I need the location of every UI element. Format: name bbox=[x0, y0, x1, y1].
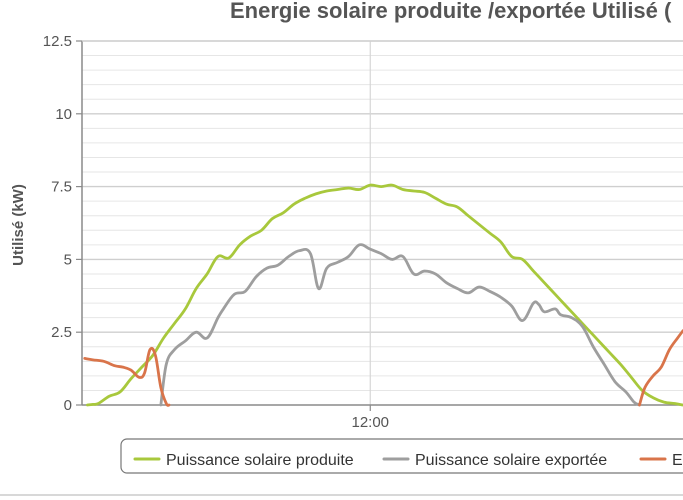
y-tick-label: 10 bbox=[55, 106, 72, 123]
tick-labels: 0 2.5 5 7.5 10 12.5 12:00 bbox=[43, 33, 389, 431]
series-line-3-part-1 bbox=[83, 346, 171, 407]
y-tick-label: 7.5 bbox=[51, 179, 72, 196]
series-lines bbox=[83, 183, 683, 407]
series-line-2 bbox=[159, 243, 641, 407]
axes bbox=[81, 40, 683, 406]
legend-item-label[interactable]: El bbox=[672, 452, 683, 469]
chart-title: Energie solaire produite /exportée Utili… bbox=[230, 0, 672, 23]
legend-item-label[interactable]: Puissance solaire exportée bbox=[415, 452, 607, 469]
x-tick-label: 12:00 bbox=[351, 414, 389, 431]
y-axis-label: Utilisé (kW) bbox=[10, 184, 27, 266]
y-tick-label: 0 bbox=[64, 397, 72, 414]
legend-box bbox=[120, 438, 683, 474]
series-line-1 bbox=[86, 183, 683, 407]
legend-item-label[interactable]: Puissance solaire produite bbox=[166, 452, 354, 469]
series-line-3-part-2 bbox=[638, 329, 683, 407]
bottom-divider bbox=[0, 494, 683, 496]
y-tick-label: 12.5 bbox=[43, 33, 72, 50]
legend: Puissance solaire produite Puissance sola… bbox=[120, 438, 683, 474]
y-tick-label: 5 bbox=[64, 251, 72, 268]
y-tick-label: 2.5 bbox=[51, 324, 72, 341]
